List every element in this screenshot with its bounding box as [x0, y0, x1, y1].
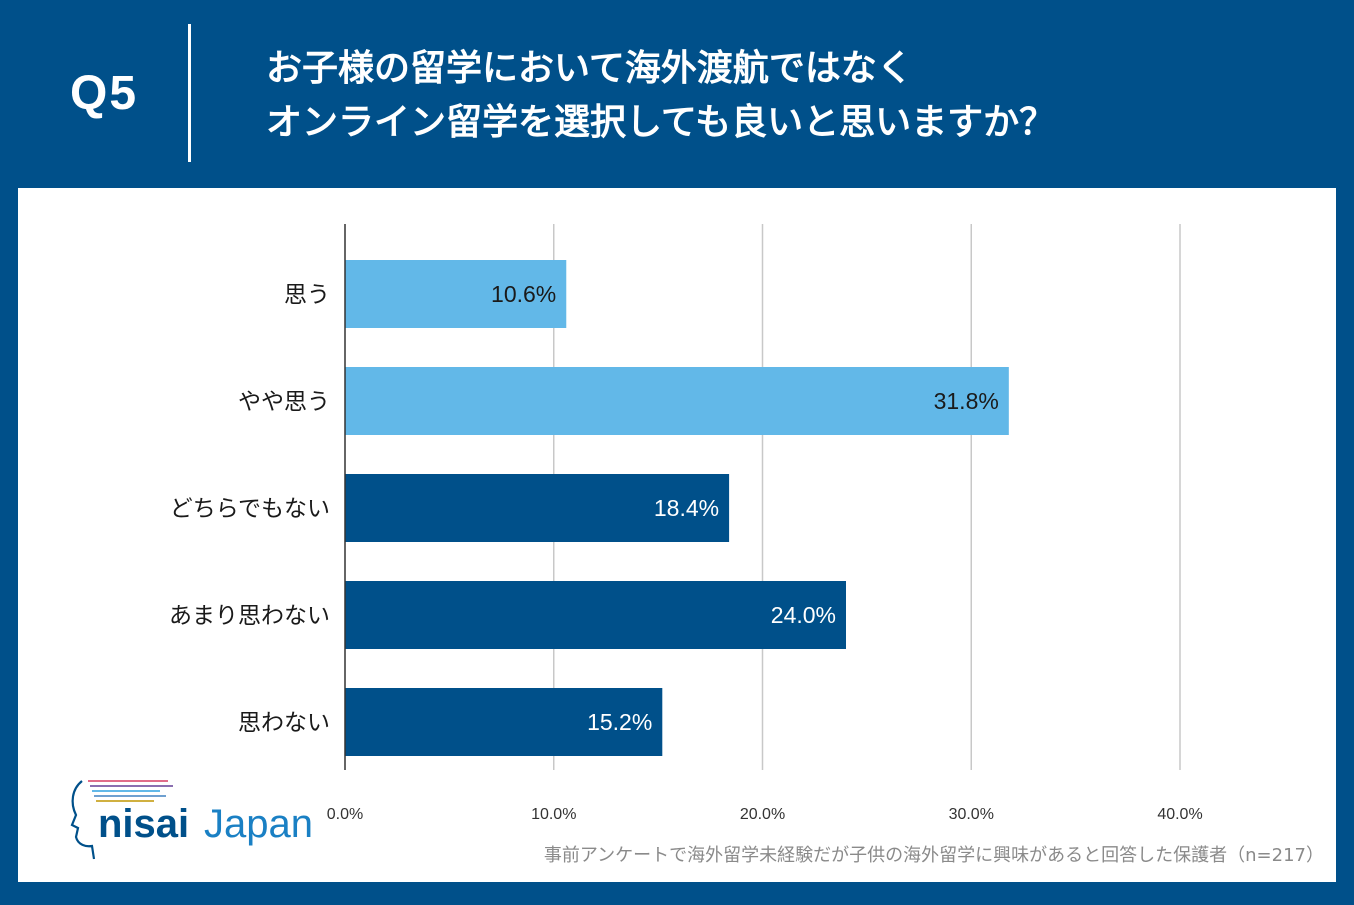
bar-value-label: 10.6%: [491, 281, 556, 307]
bar-3: [345, 474, 730, 542]
x-tick-label: 0.0%: [327, 806, 363, 823]
logo-text-japan: Japan: [204, 802, 313, 846]
logo-text-nisai: nisai: [98, 802, 189, 846]
bar-value-label: 15.2%: [587, 709, 652, 735]
bar-value-label: 24.0%: [771, 602, 836, 628]
bar-5: [345, 688, 663, 756]
bar-chart: 10.6% 31.8% 18.4% 24.0% 15.2% 思うやや思うどちらでもないあ…: [169, 224, 1203, 823]
category-label: 思う: [284, 282, 330, 308]
x-tick-label: 30.0%: [949, 806, 994, 823]
category-label: あまり思わない: [169, 603, 330, 629]
question-title-line-2: オンライン留学を選択しても良いと思いますか？: [266, 102, 1056, 143]
head-profile-icon: [70, 780, 173, 860]
nisai-japan-logo: nisai Japan: [70, 780, 313, 860]
header-divider: [188, 24, 191, 162]
survey-footnote: 事前アンケートで海外留学未経験だが子供の海外留学に興味があると回答した保護者（n…: [543, 845, 1324, 866]
bar-value-label: 18.4%: [654, 495, 719, 521]
header: Q5 お子様の留学において海外渡航ではなく オンライン留学を選択しても良いと思い…: [0, 0, 1354, 188]
category-label: どちらでもない: [170, 496, 330, 522]
question-title: お子様の留学において海外渡航ではなく オンライン留学を選択しても良いと思いますか…: [266, 42, 1055, 150]
category-label: 思わない: [238, 710, 330, 736]
x-tick-labels: 0.0% 10.0% 20.0% 30.0% 40.0%: [327, 806, 1203, 823]
bar-value-label: 31.8%: [934, 388, 999, 414]
category-label: やや思う: [238, 389, 330, 415]
bars: 10.6% 31.8% 18.4% 24.0% 15.2%: [345, 260, 1009, 756]
x-tick-label: 40.0%: [1157, 806, 1202, 823]
bar-2: [345, 367, 1009, 435]
x-tick-label: 20.0%: [740, 806, 785, 823]
chart-panel: 10.6% 31.8% 18.4% 24.0% 15.2% 思うやや思うどちらでもないあ…: [18, 188, 1336, 882]
bar-1: [345, 260, 567, 328]
question-title-line-1: お子様の留学において海外渡航ではなく: [266, 48, 913, 89]
bar-4: [345, 581, 846, 649]
question-number: Q5: [70, 67, 139, 120]
x-tick-label: 10.0%: [531, 806, 576, 823]
